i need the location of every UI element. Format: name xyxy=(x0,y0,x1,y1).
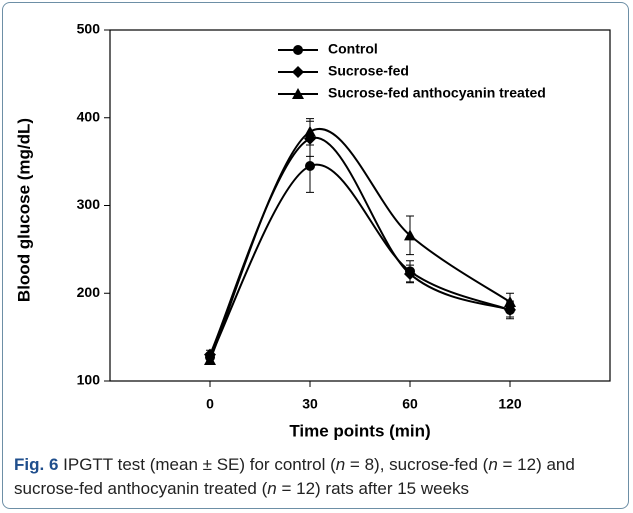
data-point xyxy=(504,296,516,308)
caption-text: IPGTT test (mean ± SE) for control (n = … xyxy=(14,455,575,498)
legend-marker xyxy=(292,66,304,78)
legend-label: Sucrose-fed xyxy=(328,63,409,79)
caption: Fig. 6 IPGTT test (mean ± SE) for contro… xyxy=(14,453,624,501)
legend-label: Sucrose-fed anthocyanin treated xyxy=(328,85,546,101)
data-point xyxy=(404,267,416,280)
x-axis-title: Time points (min) xyxy=(289,421,430,440)
y-axis-title: Blood glucose (mg/dL) xyxy=(14,118,33,302)
y-tick-label: 200 xyxy=(77,284,101,300)
legend-marker xyxy=(292,88,304,99)
x-tick-label: 120 xyxy=(498,396,522,412)
legend-label: Control xyxy=(328,41,378,57)
caption-segment: IPGTT test (mean ± SE) for control ( xyxy=(63,455,336,474)
caption-segment: = 8), sucrose-fed ( xyxy=(345,455,489,474)
caption-segment: n xyxy=(488,455,498,474)
data-point xyxy=(305,161,315,172)
series-line xyxy=(209,128,511,361)
data-point xyxy=(404,229,416,241)
series-line xyxy=(209,136,511,356)
caption-segment: n xyxy=(335,455,346,474)
data-point xyxy=(304,125,316,137)
chart: Blood glucose (mg/dL) Time points (min) … xyxy=(14,21,611,440)
x-tick-label: 60 xyxy=(402,396,418,412)
x-tick-label: 0 xyxy=(206,396,214,412)
y-tick-label: 500 xyxy=(77,21,101,37)
data-point xyxy=(204,353,216,365)
caption-segment: = 12) rats after 15 weeks xyxy=(276,479,470,498)
caption-segment: n xyxy=(267,479,277,498)
x-tick-label: 30 xyxy=(302,396,318,412)
caption-label: Fig. 6 xyxy=(14,455,59,474)
y-tick-label: 100 xyxy=(77,372,101,388)
series-line xyxy=(209,163,511,358)
y-tick-label: 300 xyxy=(77,196,101,212)
figure-frame xyxy=(2,2,629,509)
caption-segment: = 12) and sucrose-fed anthocyanin treate… xyxy=(14,455,575,498)
y-tick-label: 400 xyxy=(77,108,101,124)
legend-marker xyxy=(293,45,303,55)
